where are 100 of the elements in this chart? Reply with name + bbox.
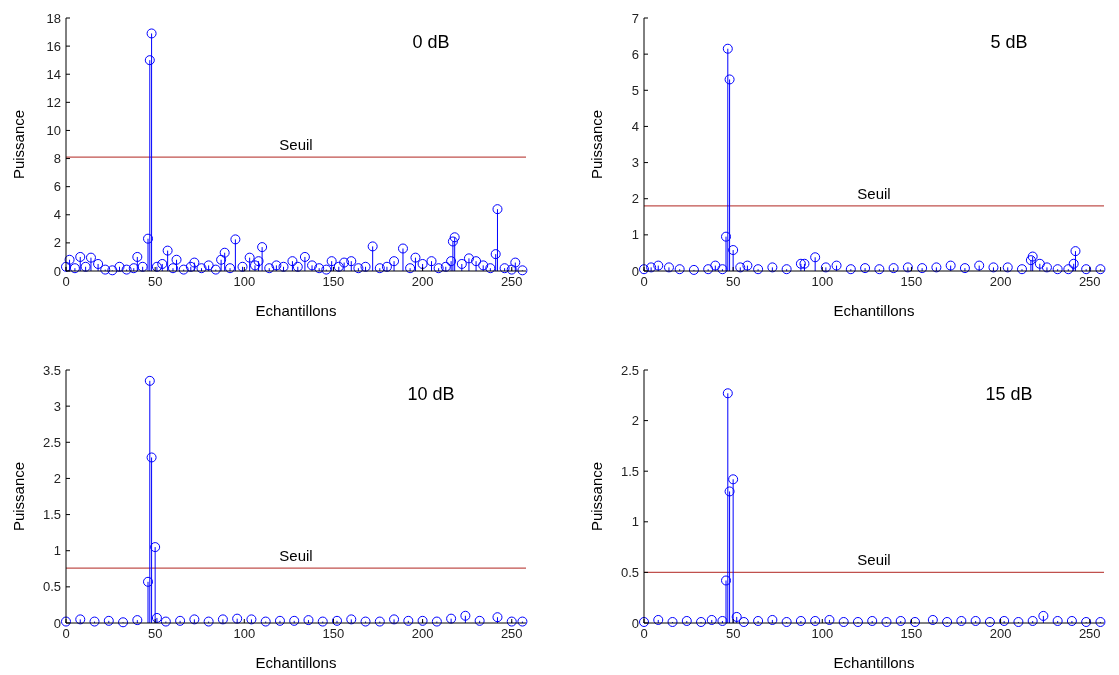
point — [724, 486, 735, 497]
point — [1002, 262, 1013, 273]
text: 5 dB — [990, 32, 1028, 52]
point — [132, 615, 143, 626]
point — [175, 615, 186, 626]
point — [217, 614, 228, 625]
point — [728, 245, 739, 256]
point — [61, 616, 71, 627]
point — [150, 542, 161, 553]
point — [781, 616, 792, 627]
point — [1095, 616, 1106, 627]
point — [1052, 264, 1063, 275]
point — [203, 616, 214, 627]
y-tick-label: 1.5 — [42, 507, 61, 523]
point — [696, 616, 707, 627]
point — [517, 616, 528, 627]
point — [728, 474, 739, 485]
point — [1052, 615, 1063, 626]
y-axis-title: Puissance — [588, 109, 605, 180]
point — [403, 615, 414, 626]
point — [810, 252, 821, 263]
point — [860, 263, 871, 274]
point — [722, 43, 733, 54]
point — [703, 264, 714, 275]
point — [389, 614, 400, 625]
point — [917, 263, 928, 274]
ref-line-label: Seuil — [857, 551, 891, 569]
point — [795, 258, 806, 269]
y-tick-label: 18 — [46, 10, 61, 26]
y-tick-label: 6 — [631, 46, 639, 62]
point — [959, 263, 970, 274]
point — [1095, 264, 1106, 275]
point — [260, 616, 271, 627]
point — [639, 616, 649, 627]
text: 10 dB — [407, 384, 455, 404]
point — [232, 613, 243, 624]
point — [888, 263, 899, 274]
point — [735, 262, 746, 273]
x-tick-label: 200 — [989, 274, 1012, 289]
point — [89, 616, 100, 627]
y-tick-label: 4 — [631, 118, 639, 134]
point — [144, 375, 155, 386]
point — [151, 612, 162, 623]
point — [646, 262, 657, 273]
point — [724, 74, 735, 85]
point — [717, 615, 728, 626]
x-tick-label: 200 — [411, 274, 434, 289]
y-tick-label: 2.5 — [620, 362, 639, 378]
point — [674, 264, 685, 275]
point — [417, 615, 428, 626]
x-axis-title: Echantillons — [833, 302, 915, 319]
point — [1025, 255, 1036, 266]
point — [446, 613, 457, 624]
x-tick-label: 100 — [811, 626, 834, 641]
point — [795, 615, 806, 626]
ref-line-label: Seuil — [857, 184, 891, 202]
y-tick-label: 0 — [631, 263, 639, 279]
x-axis-title: Echantillons — [833, 654, 915, 671]
point — [781, 264, 792, 275]
point — [767, 614, 778, 625]
point — [721, 575, 732, 586]
x-tick-label: 100 — [233, 626, 256, 641]
y-tick-label: 2 — [631, 191, 639, 207]
point — [688, 264, 699, 275]
y-tick-label: 8 — [53, 151, 61, 167]
x-tick-label: 200 — [989, 626, 1012, 641]
point — [1016, 264, 1027, 275]
y-tick-label: 4 — [53, 207, 61, 223]
point — [874, 264, 885, 275]
y-tick-label: 1.5 — [620, 463, 639, 479]
point — [639, 264, 649, 275]
text: 15 dB — [985, 384, 1033, 404]
point — [274, 615, 285, 626]
x-tick-label: 250 — [500, 274, 523, 289]
y-tick-label: 2 — [53, 470, 61, 486]
ref-line-label: Seuil — [279, 547, 313, 565]
point — [374, 616, 385, 627]
point — [1066, 615, 1077, 626]
point — [999, 615, 1010, 626]
x-tick-label: 50 — [725, 626, 741, 641]
x-tick-label: 50 — [147, 626, 163, 641]
y-tick-label: 3 — [53, 398, 61, 414]
point — [722, 388, 733, 399]
y-axis-title: Puissance — [10, 109, 27, 180]
x-tick-label: 150 — [900, 274, 923, 289]
point — [831, 260, 842, 271]
point — [492, 612, 503, 623]
point — [289, 615, 300, 626]
point — [852, 616, 863, 627]
point — [753, 615, 764, 626]
point — [721, 231, 732, 242]
y-axis-title: Puissance — [10, 461, 27, 532]
point — [346, 614, 357, 625]
point — [103, 615, 114, 626]
point — [160, 616, 171, 627]
x-tick-label: 100 — [811, 274, 834, 289]
point — [956, 615, 967, 626]
point — [1034, 258, 1045, 269]
point — [927, 614, 938, 625]
point — [988, 262, 999, 273]
